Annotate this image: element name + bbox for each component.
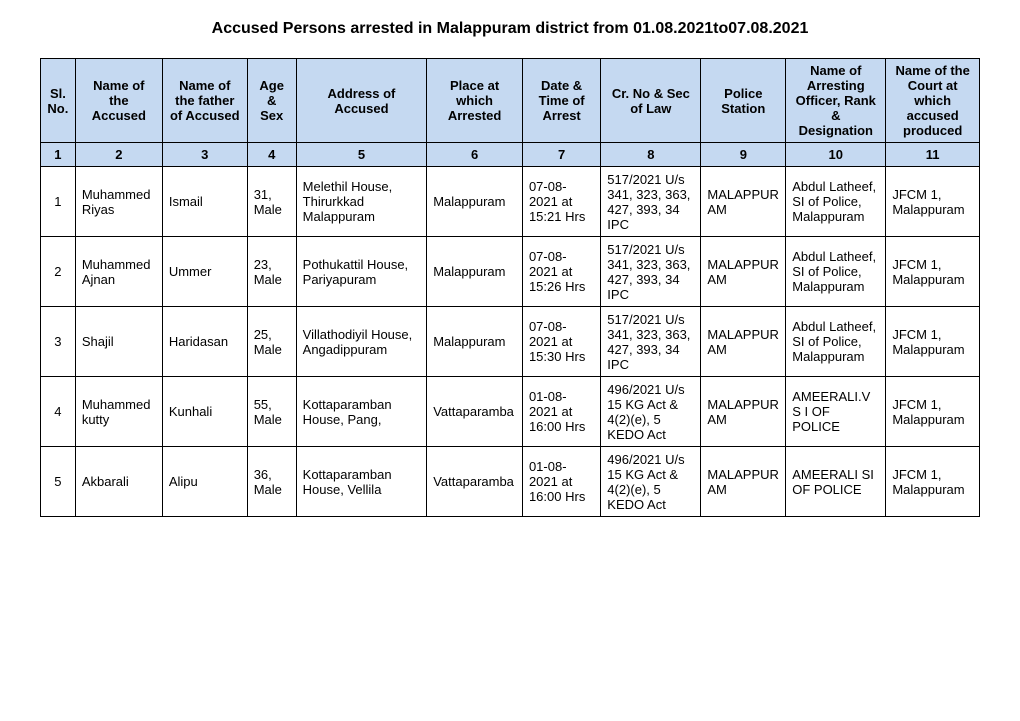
cell-name: Muhammed Ajnan (75, 237, 162, 307)
table-row: 1Muhammed RiyasIsmail31, MaleMelethil Ho… (41, 167, 980, 237)
cell-crno: 517/2021 U/s 341, 323, 363, 427, 393, 34… (601, 307, 701, 377)
arrest-table: Sl. No. Name of the Accused Name of the … (40, 58, 980, 517)
cell-age-sex: 36, Male (247, 447, 296, 517)
cell-crno: 517/2021 U/s 341, 323, 363, 427, 393, 34… (601, 237, 701, 307)
cell-father: Alipu (162, 447, 247, 517)
cell-station: MALAPPURAM (701, 377, 786, 447)
cell-address: Melethil House, Thirurkkad Malappuram (296, 167, 427, 237)
cell-name: Muhammed Riyas (75, 167, 162, 237)
cell-address: Kottaparamban House, Pang, (296, 377, 427, 447)
header-age-sex: Age & Sex (247, 59, 296, 143)
colnum-2: 2 (75, 143, 162, 167)
cell-age-sex: 25, Male (247, 307, 296, 377)
header-place: Place at which Arrested (427, 59, 523, 143)
colnum-11: 11 (886, 143, 980, 167)
cell-crno: 496/2021 U/s 15 KG Act & 4(2)(e), 5 KEDO… (601, 377, 701, 447)
cell-place: Malappuram (427, 307, 523, 377)
cell-father: Haridasan (162, 307, 247, 377)
header-name: Name of the Accused (75, 59, 162, 143)
colnum-8: 8 (601, 143, 701, 167)
column-number-row: 1 2 3 4 5 6 7 8 9 10 11 (41, 143, 980, 167)
colnum-3: 3 (162, 143, 247, 167)
cell-crno: 517/2021 U/s 341, 323, 363, 427, 393, 34… (601, 167, 701, 237)
header-officer: Name of Arresting Officer, Rank & Design… (786, 59, 886, 143)
cell-officer: AMEERALI SI OF POLICE (786, 447, 886, 517)
cell-place: Malappuram (427, 237, 523, 307)
cell-court: JFCM 1, Malappuram (886, 307, 980, 377)
cell-datetime: 07-08-2021 at 15:30 Hrs (522, 307, 600, 377)
cell-slno: 5 (41, 447, 76, 517)
cell-datetime: 01-08-2021 at 16:00 Hrs (522, 447, 600, 517)
cell-datetime: 07-08-2021 at 15:21 Hrs (522, 167, 600, 237)
table-row: 4Muhammed kuttyKunhali55, MaleKottaparam… (41, 377, 980, 447)
header-father: Name of the father of Accused (162, 59, 247, 143)
cell-name: Muhammed kutty (75, 377, 162, 447)
cell-slno: 4 (41, 377, 76, 447)
colnum-1: 1 (41, 143, 76, 167)
colnum-9: 9 (701, 143, 786, 167)
cell-station: MALAPPURAM (701, 167, 786, 237)
cell-court: JFCM 1, Malappuram (886, 167, 980, 237)
cell-slno: 2 (41, 237, 76, 307)
cell-address: Kottaparamban House, Vellila (296, 447, 427, 517)
page-title: Accused Persons arrested in Malappuram d… (40, 20, 980, 38)
cell-officer: Abdul Latheef, SI of Police, Malappuram (786, 307, 886, 377)
cell-datetime: 01-08-2021 at 16:00 Hrs (522, 377, 600, 447)
table-row: 3ShajilHaridasan25, MaleVillathodiyil Ho… (41, 307, 980, 377)
colnum-7: 7 (522, 143, 600, 167)
header-crno: Cr. No & Sec of Law (601, 59, 701, 143)
cell-station: MALAPPURAM (701, 447, 786, 517)
table-row: 5AkbaraliAlipu36, MaleKottaparamban Hous… (41, 447, 980, 517)
colnum-10: 10 (786, 143, 886, 167)
cell-place: Vattaparamba (427, 377, 523, 447)
cell-place: Malappuram (427, 167, 523, 237)
cell-place: Vattaparamba (427, 447, 523, 517)
cell-station: MALAPPURAM (701, 307, 786, 377)
colnum-4: 4 (247, 143, 296, 167)
cell-datetime: 07-08-2021 at 15:26 Hrs (522, 237, 600, 307)
header-row: Sl. No. Name of the Accused Name of the … (41, 59, 980, 143)
cell-crno: 496/2021 U/s 15 KG Act & 4(2)(e), 5 KEDO… (601, 447, 701, 517)
cell-court: JFCM 1, Malappuram (886, 237, 980, 307)
header-station: Police Station (701, 59, 786, 143)
cell-name: Shajil (75, 307, 162, 377)
colnum-6: 6 (427, 143, 523, 167)
colnum-5: 5 (296, 143, 427, 167)
header-court: Name of the Court at which accused produ… (886, 59, 980, 143)
header-slno: Sl. No. (41, 59, 76, 143)
cell-address: Villathodiyil House, Angadippuram (296, 307, 427, 377)
cell-court: JFCM 1, Malappuram (886, 377, 980, 447)
cell-court: JFCM 1, Malappuram (886, 447, 980, 517)
cell-age-sex: 55, Male (247, 377, 296, 447)
cell-father: Kunhali (162, 377, 247, 447)
cell-officer: Abdul Latheef, SI of Police, Malappuram (786, 237, 886, 307)
cell-age-sex: 31, Male (247, 167, 296, 237)
cell-father: Ismail (162, 167, 247, 237)
header-address: Address of Accused (296, 59, 427, 143)
cell-age-sex: 23, Male (247, 237, 296, 307)
cell-officer: AMEERALI.V S I OF POLICE (786, 377, 886, 447)
cell-name: Akbarali (75, 447, 162, 517)
cell-slno: 1 (41, 167, 76, 237)
cell-address: Pothukattil House, Pariyapuram (296, 237, 427, 307)
cell-father: Ummer (162, 237, 247, 307)
cell-slno: 3 (41, 307, 76, 377)
cell-officer: Abdul Latheef, SI of Police, Malappuram (786, 167, 886, 237)
cell-station: MALAPPURAM (701, 237, 786, 307)
header-datetime: Date & Time of Arrest (522, 59, 600, 143)
table-row: 2Muhammed AjnanUmmer23, MalePothukattil … (41, 237, 980, 307)
